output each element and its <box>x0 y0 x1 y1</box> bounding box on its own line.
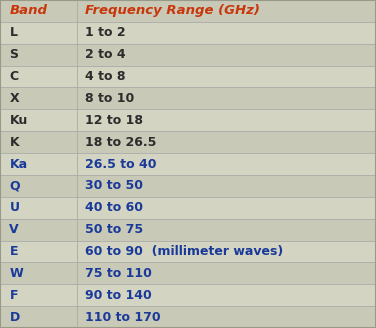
Text: V: V <box>9 223 19 236</box>
Text: 2 to 4: 2 to 4 <box>85 48 125 61</box>
Text: 1 to 2: 1 to 2 <box>85 26 125 39</box>
Bar <box>0 0 376 22</box>
Text: F: F <box>9 289 18 302</box>
Text: Band: Band <box>9 5 47 17</box>
Bar <box>0 197 376 219</box>
Text: Ka: Ka <box>9 157 27 171</box>
Text: Q: Q <box>9 179 20 192</box>
Bar <box>0 153 376 175</box>
Text: S: S <box>9 48 18 61</box>
Text: 60 to 90  (millimeter waves): 60 to 90 (millimeter waves) <box>85 245 283 258</box>
Text: X: X <box>9 92 19 105</box>
Text: 50 to 75: 50 to 75 <box>85 223 143 236</box>
Text: 40 to 60: 40 to 60 <box>85 201 143 214</box>
Bar <box>0 306 376 328</box>
Text: Ku: Ku <box>9 114 28 127</box>
Text: 90 to 140: 90 to 140 <box>85 289 152 302</box>
Bar <box>0 175 376 197</box>
Bar <box>0 219 376 240</box>
Text: K: K <box>9 136 19 149</box>
Text: D: D <box>9 311 20 323</box>
Bar <box>0 22 376 44</box>
Bar <box>0 109 376 131</box>
Text: L: L <box>9 26 17 39</box>
Bar <box>0 284 376 306</box>
Text: Frequency Range (GHz): Frequency Range (GHz) <box>85 5 259 17</box>
Bar <box>0 66 376 88</box>
Text: 26.5 to 40: 26.5 to 40 <box>85 157 156 171</box>
Bar <box>0 88 376 109</box>
Text: 30 to 50: 30 to 50 <box>85 179 143 192</box>
Bar <box>0 44 376 66</box>
Text: 110 to 170: 110 to 170 <box>85 311 160 323</box>
Text: E: E <box>9 245 18 258</box>
Text: 4 to 8: 4 to 8 <box>85 70 125 83</box>
Text: 8 to 10: 8 to 10 <box>85 92 134 105</box>
Text: 75 to 110: 75 to 110 <box>85 267 152 280</box>
Text: C: C <box>9 70 18 83</box>
Bar <box>0 131 376 153</box>
Bar <box>0 240 376 262</box>
Text: U: U <box>9 201 20 214</box>
Text: 18 to 26.5: 18 to 26.5 <box>85 136 156 149</box>
Bar <box>0 262 376 284</box>
Text: W: W <box>9 267 23 280</box>
Text: 12 to 18: 12 to 18 <box>85 114 143 127</box>
